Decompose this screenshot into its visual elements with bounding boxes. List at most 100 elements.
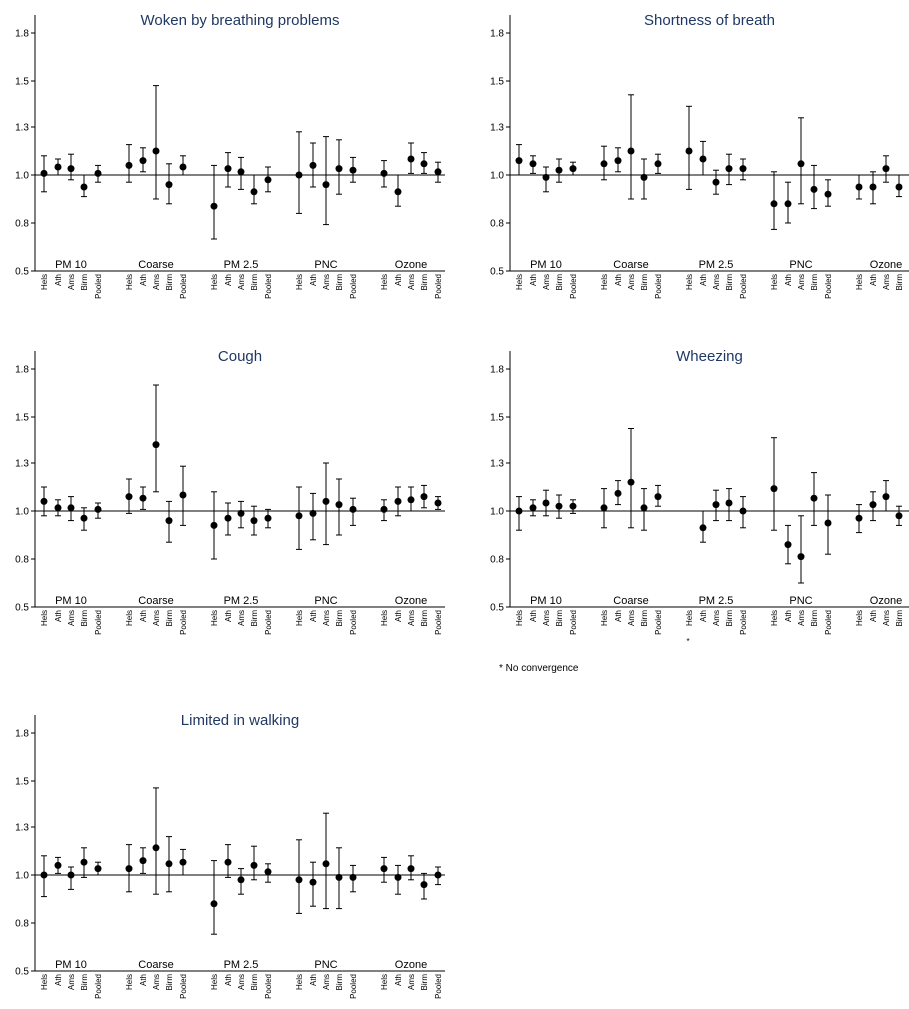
- y-tick-label: 0.5: [15, 603, 29, 614]
- estimate-point: [810, 185, 818, 193]
- estimate-point: [210, 900, 218, 908]
- estimate-point: [797, 553, 805, 561]
- y-tick-label: 0.8: [15, 919, 29, 930]
- category-label: Birm: [555, 610, 564, 627]
- y-tick-label: 1.5: [490, 77, 504, 88]
- group-label: PNC: [789, 259, 812, 271]
- estimate-point: [810, 494, 818, 502]
- category-label: Ath: [869, 610, 878, 622]
- category-label: Pooled: [94, 274, 103, 299]
- group-label: PM 10: [55, 959, 87, 971]
- estimate-point: [152, 441, 160, 449]
- estimate-point: [322, 860, 330, 868]
- estimate-point: [295, 171, 303, 179]
- estimate-point: [420, 493, 428, 501]
- category-label: Pooled: [739, 610, 748, 635]
- estimate-point: [739, 165, 747, 173]
- estimate-point: [67, 165, 75, 173]
- category-label: Ath: [224, 974, 233, 986]
- estimate-point: [784, 541, 792, 549]
- estimate-point: [264, 514, 272, 522]
- category-label: Ams: [542, 274, 551, 290]
- category-label: Ams: [237, 610, 246, 626]
- category-label: Ams: [797, 274, 806, 290]
- group-label: PM 2.5: [699, 595, 734, 607]
- category-label: Birm: [250, 974, 259, 991]
- category-label: Hels: [855, 610, 864, 626]
- estimate-point: [237, 168, 245, 176]
- y-tick-label: 1.3: [490, 123, 504, 134]
- category-label: Ams: [712, 610, 721, 626]
- estimate-point: [349, 505, 357, 513]
- group-label: Ozone: [870, 595, 902, 607]
- y-tick-label: 1.8: [15, 29, 29, 40]
- category-label: Pooled: [434, 974, 443, 999]
- estimate-point: [824, 190, 832, 198]
- estimate-point: [614, 489, 622, 497]
- category-label: Hels: [40, 274, 49, 290]
- category-label: Birm: [810, 610, 819, 627]
- estimate-point: [627, 478, 635, 486]
- group-label: PNC: [789, 595, 812, 607]
- category-label: Birm: [80, 974, 89, 991]
- estimate-point: [569, 502, 577, 510]
- estimate-point: [165, 517, 173, 525]
- estimate-point: [380, 865, 388, 873]
- estimate-point: [179, 858, 187, 866]
- group-label: Ozone: [870, 259, 902, 271]
- estimate-point: [712, 178, 720, 186]
- y-tick-label: 1.5: [15, 413, 29, 424]
- category-label: Pooled: [179, 610, 188, 635]
- estimate-point: [139, 494, 147, 502]
- estimate-point: [784, 200, 792, 208]
- group-label: PNC: [314, 259, 337, 271]
- panel-limited-in-walking: Limited in walking 0.5 0.8 1.0 1.3 1.5 1.8 PM 1…: [15, 712, 445, 999]
- category-label: Ams: [407, 274, 416, 290]
- estimate-point: [264, 868, 272, 876]
- chart-title: Wheezing: [676, 348, 743, 365]
- category-label: Ams: [797, 610, 806, 626]
- group-label: Coarse: [138, 595, 173, 607]
- category-label: Ams: [152, 974, 161, 990]
- category-label: Ath: [394, 610, 403, 622]
- estimate-point: [309, 509, 317, 517]
- category-label: Birm: [725, 610, 734, 627]
- panel-woken-by-breathing-problems: Woken by breathing problems 0.5 0.8 1.0 1.3 1…: [15, 12, 445, 299]
- estimate-point: [394, 188, 402, 196]
- category-label: Birm: [80, 274, 89, 291]
- group-label: PM 10: [530, 259, 562, 271]
- y-tick-label: 0.8: [490, 219, 504, 230]
- category-label: Ath: [869, 274, 878, 286]
- estimate-point: [627, 147, 635, 155]
- y-tick-label: 1.5: [15, 777, 29, 788]
- category-label: Pooled: [264, 274, 273, 299]
- category-label: Pooled: [349, 974, 358, 999]
- y-tick-label: 0.5: [15, 267, 29, 278]
- group-label: PM 10: [530, 595, 562, 607]
- category-label: Ams: [237, 974, 246, 990]
- estimate-point: [139, 157, 147, 165]
- estimate-point: [80, 514, 88, 522]
- category-label: Ath: [394, 974, 403, 986]
- group-label: Coarse: [138, 959, 173, 971]
- estimate-point: [895, 512, 903, 520]
- estimate-point: [895, 183, 903, 191]
- category-label: Ath: [139, 610, 148, 622]
- category-label: Pooled: [179, 274, 188, 299]
- group-label: PNC: [314, 595, 337, 607]
- estimate-point: [179, 163, 187, 171]
- y-tick-label: 1.3: [490, 459, 504, 470]
- panel-cough: Cough 0.5 0.8 1.0 1.3 1.5 1.8 PM 10 Coarse PM 2.5…: [15, 348, 445, 635]
- estimate-point: [882, 165, 890, 173]
- group-label: PM 2.5: [224, 959, 259, 971]
- estimate-point: [407, 865, 415, 873]
- category-label: Birm: [895, 274, 904, 291]
- category-label: Birm: [420, 274, 429, 291]
- category-label: Pooled: [94, 974, 103, 999]
- category-label: Birm: [335, 610, 344, 627]
- category-label: Ath: [309, 974, 318, 986]
- category-label: Ath: [699, 610, 708, 622]
- category-label: Ath: [224, 274, 233, 286]
- estimate-point: [349, 873, 357, 881]
- estimate-point: [542, 499, 550, 507]
